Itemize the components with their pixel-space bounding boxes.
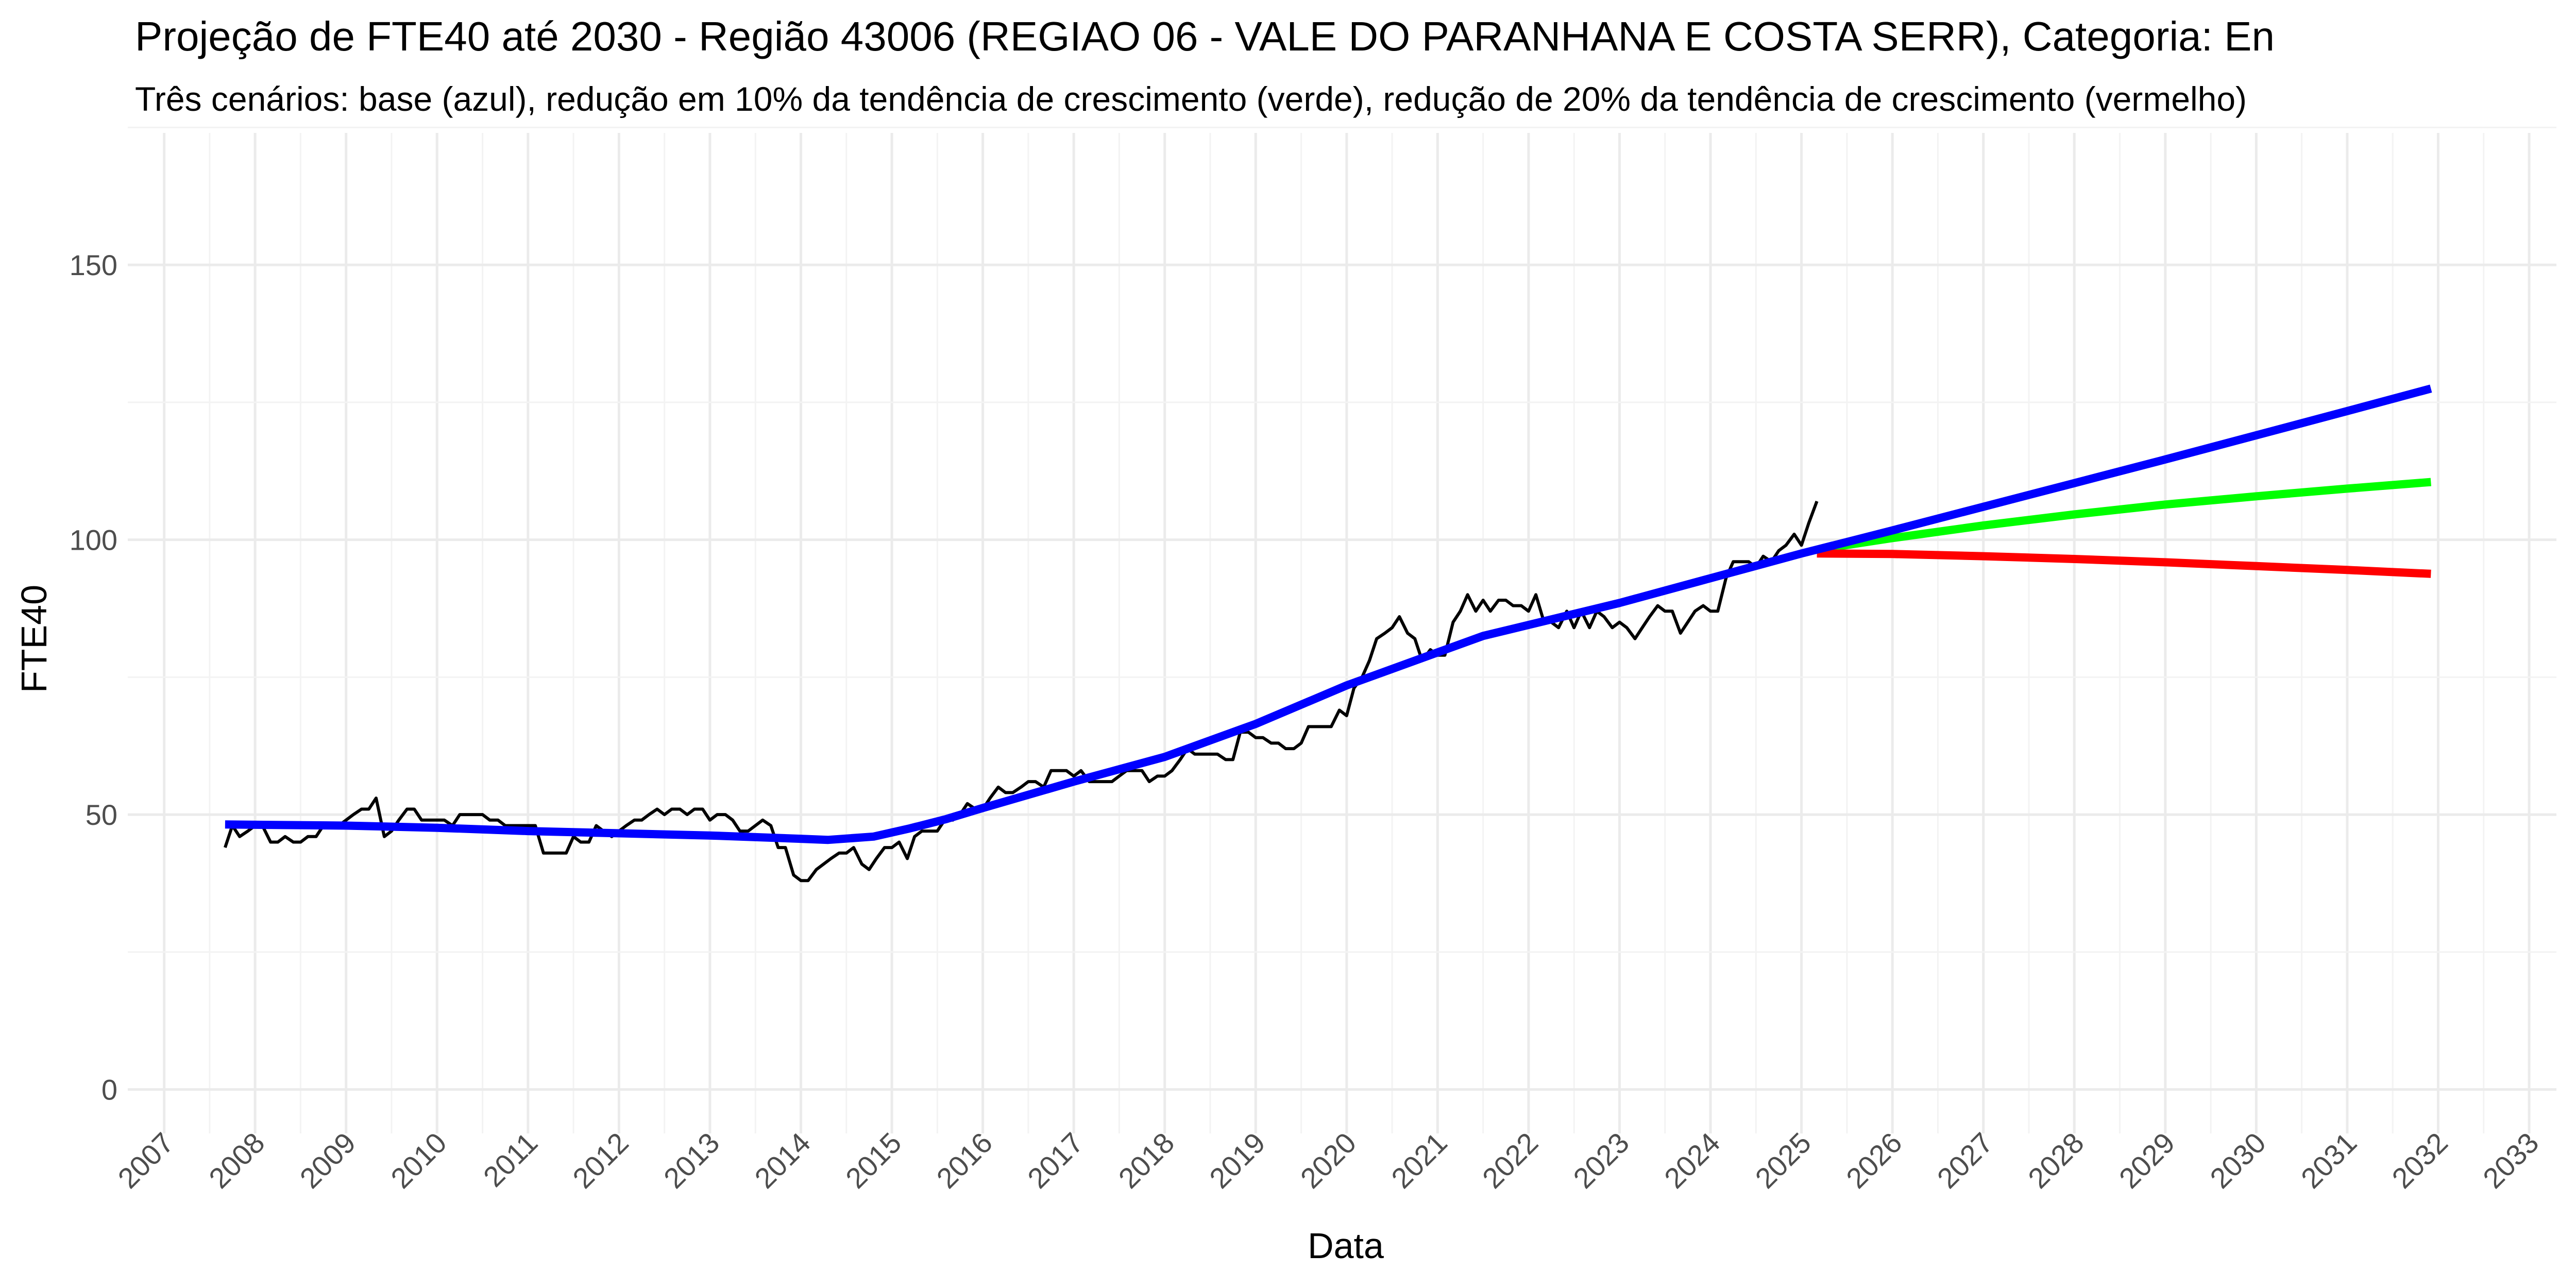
x-tick-label: 2017 [1021, 1126, 1090, 1195]
x-tick-label: 2020 [1294, 1126, 1363, 1195]
x-tick-label: 2021 [1385, 1126, 1453, 1195]
series-layer [224, 384, 2432, 883]
y-tick-label: 150 [70, 249, 117, 281]
grid [128, 126, 2556, 1133]
y-tick-label: 100 [70, 524, 117, 556]
series-line-3 [1817, 549, 2431, 578]
chart-title: Projeção de FTE40 até 2030 - Região 4300… [135, 13, 2275, 59]
x-tick-label: 2014 [748, 1126, 817, 1195]
x-tick-label: 2012 [566, 1126, 635, 1195]
x-tick-label: 2011 [477, 1126, 544, 1193]
x-tick-label: 2015 [839, 1126, 908, 1195]
x-tick-label: 2027 [1931, 1126, 1999, 1195]
x-tick-label: 2033 [2477, 1126, 2545, 1195]
series-line-0 [224, 500, 1819, 883]
x-tick-label: 2009 [294, 1126, 362, 1195]
x-tick-label: 2016 [930, 1126, 998, 1195]
x-tick-label: 2029 [2113, 1126, 2181, 1195]
series-line-2 [1816, 478, 2432, 554]
y-axis-title: FTE40 [14, 585, 54, 693]
x-axis-title: Data [1308, 1226, 1384, 1266]
plot-area [128, 126, 2556, 1133]
x-tick-label: 2026 [1840, 1126, 1908, 1195]
y-axis: 0 50 100 150 [70, 249, 117, 1106]
x-tick-label: 2032 [2385, 1126, 2454, 1195]
x-tick-label: 2030 [2204, 1126, 2272, 1195]
y-tick-label: 50 [86, 799, 117, 831]
x-tick-label: 2007 [111, 1126, 180, 1195]
x-tick-label: 2025 [1749, 1126, 1817, 1195]
x-tick-label: 2010 [384, 1126, 453, 1195]
y-tick-label: 0 [101, 1074, 117, 1106]
x-axis: 2007 2008 2009 2010 2011 2012 2013 2014 2015 2016… [111, 1126, 2545, 1195]
x-tick-label: 2024 [1658, 1126, 1726, 1195]
x-tick-label: 2022 [1476, 1126, 1545, 1195]
x-tick-label: 2013 [657, 1126, 726, 1195]
series-line-1 [225, 384, 2432, 844]
x-tick-label: 2018 [1112, 1126, 1181, 1195]
x-tick-label: 2031 [2295, 1126, 2363, 1195]
x-tick-label: 2019 [1203, 1126, 1272, 1195]
x-tick-label: 2023 [1567, 1126, 1635, 1195]
x-tick-label: 2028 [2022, 1126, 2090, 1195]
chart-subtitle: Três cenários: base (azul), redução em 1… [135, 80, 2247, 118]
x-tick-label: 2008 [202, 1126, 271, 1195]
